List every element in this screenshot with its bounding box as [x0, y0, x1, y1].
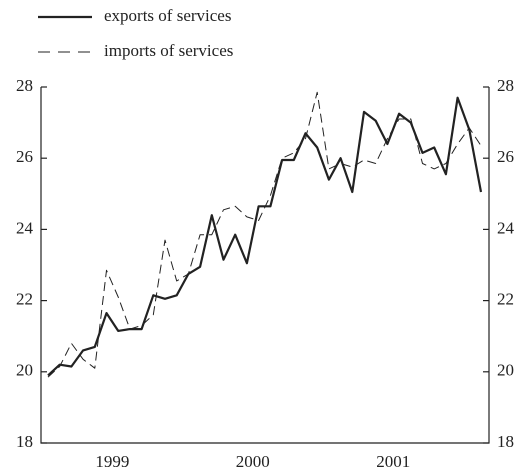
y-tick-label: 26	[16, 147, 33, 166]
y-tick-label: 28	[16, 76, 33, 95]
y2-tick-label: 18	[497, 432, 514, 451]
series-line	[47, 91, 482, 378]
y-tick-label: 22	[16, 290, 33, 309]
y-tick-label: 24	[16, 218, 34, 237]
y-tick-label: 18	[16, 432, 33, 451]
y2-tick-label: 26	[497, 147, 514, 166]
y2-tick-label: 28	[497, 76, 514, 95]
y-tick-label: 20	[16, 361, 33, 380]
x-tick-label: 1999	[95, 452, 129, 471]
legend-label: exports of services	[104, 6, 231, 25]
y2-tick-label: 20	[497, 361, 514, 380]
legend-label: imports of services	[104, 41, 233, 60]
axis-frame	[40, 87, 490, 444]
series-line	[47, 96, 483, 377]
y2-tick-label: 24	[497, 218, 515, 237]
y2-tick-label: 22	[497, 290, 514, 309]
x-tick-label: 2000	[236, 452, 270, 471]
x-tick-label: 2001	[376, 452, 410, 471]
